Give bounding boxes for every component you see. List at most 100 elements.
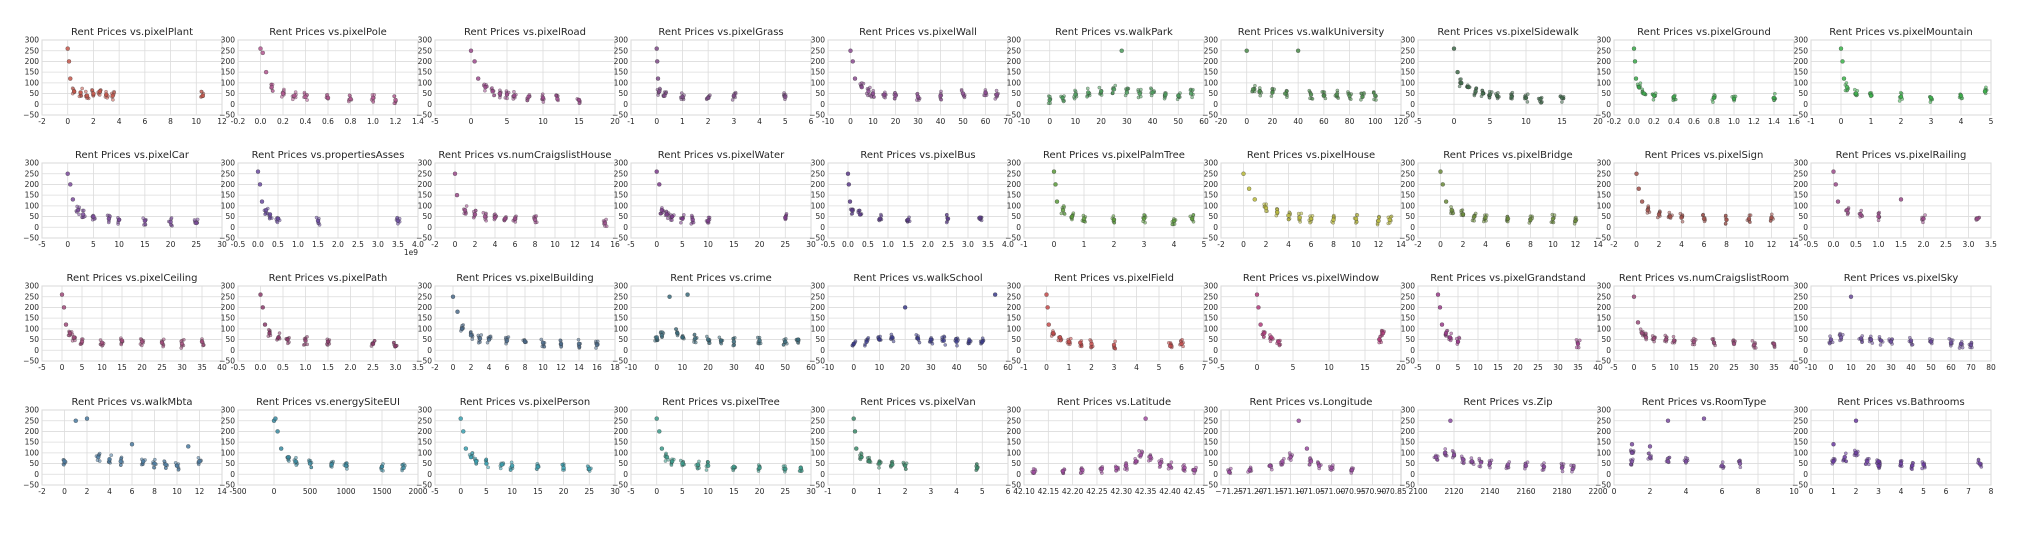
y-tick-label: 0 <box>1410 470 1415 479</box>
chart-title: Rent Prices vs.pixelGrass <box>658 27 783 38</box>
data-point <box>757 338 762 343</box>
y-tick-label: 150 <box>1007 314 1022 323</box>
data-point-density <box>1651 98 1656 102</box>
x-tick-label: 10 <box>1846 363 1856 372</box>
y-tick-label: 50 <box>1011 212 1021 221</box>
plot-area <box>630 162 812 239</box>
y-tick-label: −50 <box>1005 234 1021 243</box>
data-point <box>61 305 67 310</box>
y-tick-label: 300 <box>1794 282 1809 291</box>
x-tick-label: 2.0 <box>332 240 344 249</box>
data-point <box>1528 217 1533 222</box>
y-tick-label: 300 <box>1401 406 1416 415</box>
data-point-density <box>1169 460 1174 464</box>
data-point <box>654 46 659 51</box>
x-tick-label: 500 <box>303 487 318 496</box>
plot-area <box>434 39 616 116</box>
data-point-density <box>484 218 488 223</box>
x-tick-label: -5 <box>38 363 46 372</box>
x-tick-label: 30 <box>1749 363 1759 372</box>
data-point <box>490 89 495 94</box>
x-tick-label: -2 <box>38 487 46 496</box>
data-point-density <box>756 335 760 340</box>
y-tick-label: 300 <box>25 159 40 168</box>
x-tick-label: 4 <box>1899 487 1904 496</box>
y-tick-label: 250 <box>1204 292 1219 301</box>
data-point-density <box>1190 95 1194 100</box>
data-point <box>1573 218 1578 224</box>
data-point-density <box>708 341 712 345</box>
data-point <box>473 459 479 464</box>
x-tick-label: 0 <box>1047 117 1052 126</box>
data-point-density <box>196 456 201 460</box>
plot-area <box>434 162 616 239</box>
data-point <box>1679 215 1684 220</box>
x-tick-label: -5 <box>1610 363 1618 372</box>
data-point-density <box>679 220 683 225</box>
data-point-density <box>706 460 710 465</box>
data-point <box>1054 199 1060 204</box>
data-point <box>680 461 685 466</box>
x-tick-label: 15 <box>1557 117 1567 126</box>
x-tick-label: 80 <box>1345 117 1355 126</box>
data-point <box>1269 335 1274 340</box>
data-point <box>1060 468 1066 474</box>
chart-title: Rent Prices vs.numCraigslistRoom <box>1619 273 1789 284</box>
plot-area <box>630 409 812 486</box>
data-point <box>1487 92 1493 97</box>
data-point <box>902 305 908 310</box>
data-point-density <box>111 98 115 102</box>
x-tick-label: −71.15 <box>1256 487 1284 496</box>
data-point <box>558 341 564 347</box>
data-point-density <box>1680 219 1685 224</box>
data-point <box>1898 461 1904 466</box>
x-tick-label: 4 <box>1172 240 1177 249</box>
x-tick-label: 15 <box>140 240 150 249</box>
data-point <box>1455 69 1460 75</box>
plot-area <box>1613 409 1795 486</box>
x-tick-label: -10 <box>822 363 834 372</box>
x-tick-label: 25 <box>585 487 595 496</box>
data-point-density <box>1449 331 1453 336</box>
y-tick-label: 0 <box>1213 470 1218 479</box>
data-point <box>1060 207 1066 213</box>
data-point <box>1124 90 1130 95</box>
data-point-density <box>558 338 563 343</box>
data-point-density <box>1638 81 1643 85</box>
data-point <box>1438 169 1443 174</box>
y-tick-label: −50 <box>1202 234 1218 243</box>
y-tick-label: −50 <box>1202 357 1218 366</box>
x-tick-label: 4 <box>1684 487 1689 496</box>
data-point <box>1968 342 1974 348</box>
data-point <box>1853 418 1859 423</box>
y-tick-label: 250 <box>418 292 433 301</box>
y-tick-label: 50 <box>618 89 628 98</box>
data-point <box>1069 214 1075 219</box>
data-point <box>1629 442 1635 447</box>
data-point <box>905 217 911 222</box>
data-point <box>798 465 803 471</box>
data-point <box>1663 337 1669 342</box>
y-tick-label: −50 <box>1595 357 1611 366</box>
data-point <box>273 416 278 421</box>
y-tick-label: 200 <box>1597 427 1612 436</box>
y-tick-label: 200 <box>1007 303 1022 312</box>
y-tick-label: 250 <box>25 292 40 301</box>
data-point <box>307 461 313 466</box>
y-tick-label: −50 <box>1202 481 1218 490</box>
data-point <box>1898 197 1904 202</box>
data-point <box>667 294 672 299</box>
y-tick-label: 200 <box>614 303 629 312</box>
x-tick-label: 0 <box>1436 363 1441 372</box>
x-tick-label: 6 <box>1506 240 1511 249</box>
x-tick-label: 4 <box>1679 240 1684 249</box>
y-tick-label: 50 <box>29 212 39 221</box>
data-point <box>540 95 546 101</box>
y-tick-label: 250 <box>1007 416 1022 425</box>
data-point <box>941 338 946 343</box>
data-point <box>1858 336 1864 341</box>
y-tick-label: 200 <box>221 303 236 312</box>
data-point-density <box>267 216 272 221</box>
